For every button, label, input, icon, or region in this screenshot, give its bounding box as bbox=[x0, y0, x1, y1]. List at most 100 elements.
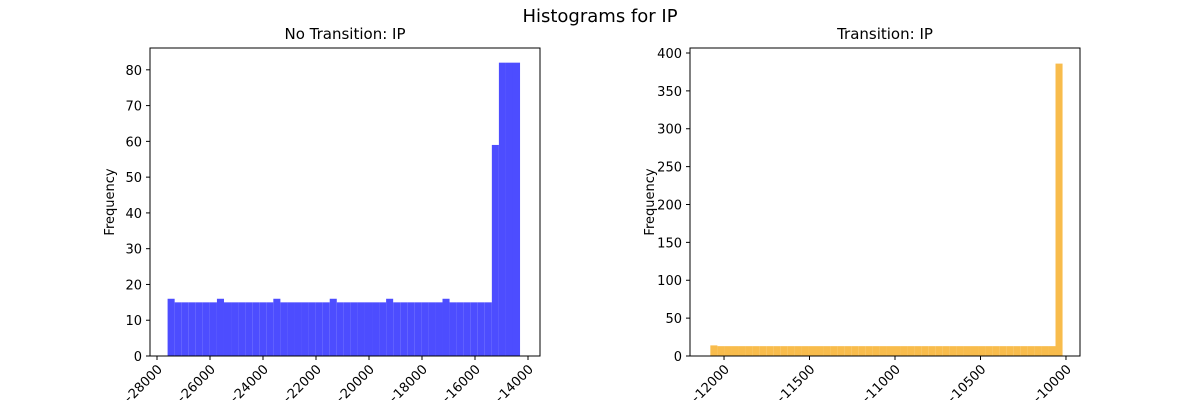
bar bbox=[992, 346, 1000, 356]
bar bbox=[879, 346, 887, 356]
bar bbox=[456, 302, 464, 356]
y-tick-label: 50 bbox=[665, 312, 682, 327]
bar bbox=[252, 302, 260, 356]
bar bbox=[731, 346, 739, 356]
bar bbox=[787, 346, 795, 356]
y-tick-label: 20 bbox=[125, 278, 142, 293]
y-tick-label: 30 bbox=[125, 243, 142, 258]
bar bbox=[907, 346, 915, 356]
bar bbox=[188, 302, 196, 356]
bar bbox=[512, 62, 521, 357]
bar bbox=[710, 345, 718, 356]
bar bbox=[759, 346, 767, 356]
bar bbox=[463, 302, 471, 356]
y-tick-label: 60 bbox=[125, 135, 142, 150]
bar bbox=[752, 346, 760, 356]
y-tick-label: 70 bbox=[125, 100, 142, 115]
bar bbox=[336, 302, 344, 356]
subplot-title: No Transition: IP bbox=[285, 25, 406, 43]
axes-frame bbox=[149, 47, 541, 357]
bar bbox=[364, 302, 373, 356]
bar bbox=[999, 346, 1007, 356]
bar bbox=[851, 346, 859, 356]
bar bbox=[858, 346, 866, 356]
y-tick-label: 150 bbox=[657, 236, 682, 251]
bar bbox=[223, 302, 232, 356]
bar bbox=[174, 302, 182, 356]
x-tick-label: −10000 bbox=[1027, 362, 1075, 400]
bar bbox=[844, 346, 852, 356]
bar bbox=[245, 302, 253, 356]
bar bbox=[477, 302, 485, 356]
bar bbox=[195, 302, 203, 356]
bar bbox=[921, 346, 929, 356]
bar bbox=[956, 346, 964, 356]
bar bbox=[978, 346, 986, 356]
x-tick-label: −12000 bbox=[685, 362, 733, 400]
y-tick-label: 250 bbox=[657, 161, 682, 176]
bar bbox=[773, 346, 781, 356]
bar bbox=[442, 298, 450, 356]
bar bbox=[914, 346, 922, 356]
bar bbox=[1020, 346, 1028, 356]
bar bbox=[216, 298, 224, 356]
bar bbox=[498, 62, 506, 357]
bar bbox=[329, 298, 337, 356]
bar bbox=[491, 144, 499, 356]
bar bbox=[294, 302, 302, 356]
bar bbox=[1034, 346, 1042, 356]
bar bbox=[738, 346, 746, 356]
bar bbox=[167, 298, 175, 356]
bar bbox=[280, 302, 288, 356]
bar bbox=[865, 346, 873, 356]
bar bbox=[872, 346, 880, 356]
bar bbox=[315, 302, 323, 356]
bar bbox=[266, 302, 274, 356]
bar bbox=[1013, 346, 1021, 356]
bar bbox=[808, 346, 817, 356]
y-tick-label: 300 bbox=[657, 123, 682, 138]
x-tick-label: −20000 bbox=[330, 362, 378, 400]
bar bbox=[435, 302, 443, 356]
bar bbox=[830, 346, 838, 356]
bar bbox=[886, 346, 894, 356]
bar bbox=[470, 302, 478, 356]
bar bbox=[985, 346, 993, 356]
bar bbox=[372, 302, 380, 356]
bar bbox=[970, 346, 979, 356]
y-axis-label: Frequency bbox=[643, 168, 658, 235]
y-axis-label: Frequency bbox=[103, 168, 118, 235]
bar bbox=[928, 346, 936, 356]
x-tick-label: −18000 bbox=[383, 362, 431, 400]
y-tick-label: 400 bbox=[657, 47, 682, 62]
bar bbox=[287, 302, 295, 356]
bar bbox=[837, 346, 845, 356]
y-tick-label: 80 bbox=[125, 64, 142, 79]
x-tick-label: −11500 bbox=[771, 362, 819, 400]
y-tick-label: 0 bbox=[674, 350, 682, 365]
y-tick-label: 0 bbox=[134, 350, 142, 365]
bar bbox=[823, 346, 831, 356]
bar bbox=[421, 302, 429, 356]
bar bbox=[1041, 346, 1049, 356]
bar bbox=[449, 302, 457, 356]
subplot: Transition: IP Frequency 0 50 100 150 200 250 30… bbox=[643, 25, 1081, 400]
bar bbox=[301, 302, 309, 356]
figure-title: Histograms for IP bbox=[522, 6, 677, 27]
bar bbox=[794, 346, 802, 356]
bar bbox=[942, 346, 950, 356]
bar bbox=[780, 346, 788, 356]
bar bbox=[273, 298, 281, 356]
x-tick-label: −28000 bbox=[118, 362, 166, 400]
bar bbox=[357, 302, 365, 356]
subplot-title: Transition: IP bbox=[836, 25, 933, 43]
x-tick-label: −16000 bbox=[436, 362, 484, 400]
bar bbox=[505, 62, 513, 357]
bar bbox=[308, 302, 316, 356]
bar bbox=[393, 302, 401, 356]
bar bbox=[935, 346, 943, 356]
bar bbox=[801, 346, 809, 356]
bar bbox=[343, 302, 351, 356]
